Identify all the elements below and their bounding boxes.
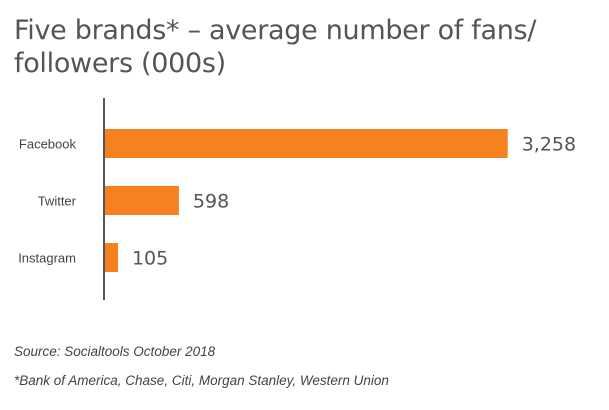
value-label-twitter: 598 [193, 191, 229, 213]
source-note: Source: Socialtools October 2018 [14, 344, 216, 359]
chart-title: Five brands* – average number of fans/ f… [14, 15, 537, 79]
bar-instagram [105, 243, 118, 272]
bar-facebook [105, 129, 508, 158]
bars: Facebook 3,258 Twitter 598 Instagram 105 [18, 129, 576, 272]
value-label-instagram: 105 [132, 248, 168, 270]
bar-twitter [105, 186, 179, 215]
category-label-facebook: Facebook [19, 137, 77, 152]
category-label-instagram: Instagram [18, 251, 76, 266]
footnote: *Bank of America, Chase, Citi, Morgan St… [14, 373, 389, 388]
value-label-facebook: 3,258 [522, 134, 576, 156]
category-label-twitter: Twitter [38, 194, 77, 209]
